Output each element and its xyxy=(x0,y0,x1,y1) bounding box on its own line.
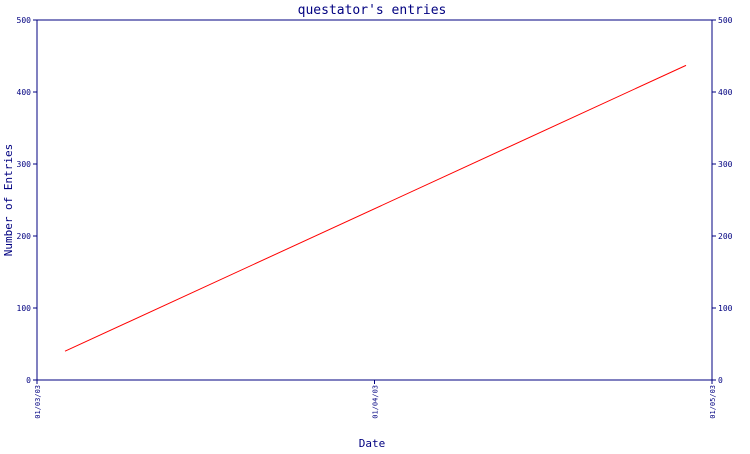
y-tick-label-left: 0 xyxy=(26,376,31,385)
x-axis-label: Date xyxy=(359,437,386,450)
y-tick-label-right: 200 xyxy=(718,232,733,241)
y-tick-label-left: 400 xyxy=(17,88,32,97)
series-line xyxy=(64,64,687,352)
y-axis-label: Number of Entries xyxy=(2,144,15,257)
x-tick-label: 01/03/03 xyxy=(34,385,42,419)
y-tick-label-left: 500 xyxy=(17,16,32,25)
series-layer xyxy=(64,64,687,352)
y-tick-label-left: 100 xyxy=(17,304,32,313)
y-axis-left: 0 100 200 300 400 500 xyxy=(17,16,37,385)
y-tick-label-right: 300 xyxy=(718,160,733,169)
x-axis: 01/03/03 01/04/03 01/05/03 xyxy=(34,380,717,419)
y-tick-label-right: 400 xyxy=(718,88,733,97)
plot-frame xyxy=(36,19,713,381)
y-tick-label-right: 0 xyxy=(718,376,723,385)
x-tick-label: 01/05/03 xyxy=(709,385,717,419)
y-tick-label-right: 500 xyxy=(718,16,733,25)
x-tick-label: 01/04/03 xyxy=(372,385,380,419)
y-tick-label-right: 100 xyxy=(718,304,733,313)
y-tick-label-left: 300 xyxy=(17,160,32,169)
chart-title: questator's entries xyxy=(298,3,447,18)
y-tick-label-left: 200 xyxy=(17,232,32,241)
y-axis-right: 0 100 200 300 400 500 xyxy=(712,16,733,385)
plot-area-border xyxy=(36,19,713,381)
